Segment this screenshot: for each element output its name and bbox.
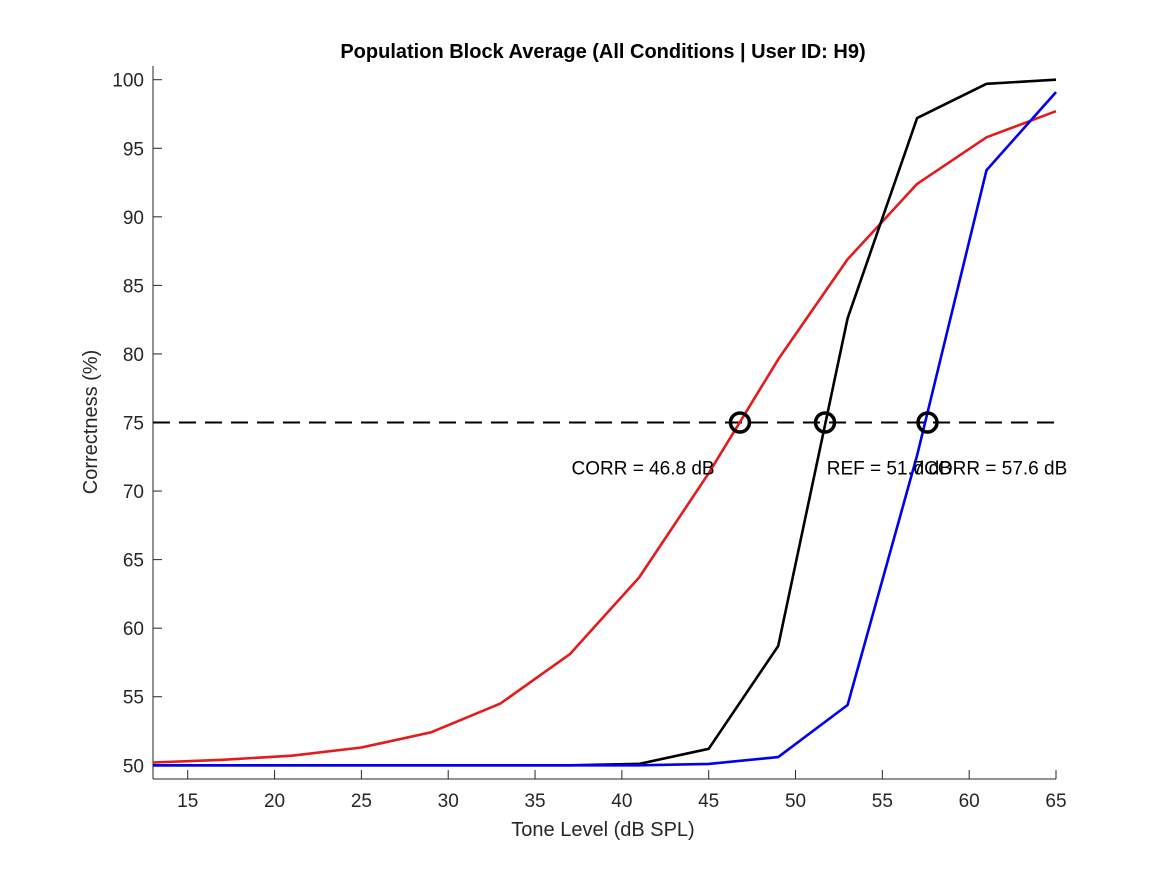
x-tick-label: 40 — [611, 791, 632, 812]
x-tick-label: 65 — [1045, 791, 1066, 812]
threshold-label: REF = 51.7 dB — [827, 459, 952, 480]
y-tick-label: 95 — [123, 139, 144, 160]
y-tick-label: 65 — [123, 551, 144, 572]
y-tick-label: 55 — [123, 688, 144, 709]
y-tick-label: 90 — [123, 208, 144, 229]
threshold-marker — [916, 411, 939, 434]
y-tick-label: 80 — [123, 345, 144, 366]
x-tick-label: 50 — [785, 791, 806, 812]
y-tick-label: 75 — [123, 414, 144, 435]
x-tick-label: 45 — [698, 791, 719, 812]
series-line-0 — [152, 109, 1057, 764]
y-tick-label: 70 — [123, 482, 144, 503]
chart-title: Population Block Average (All Conditions… — [340, 41, 865, 63]
x-axis-label: Tone Level (dB SPL) — [511, 819, 694, 841]
series-line-2 — [153, 91, 1057, 767]
x-tick-label: 15 — [177, 791, 198, 812]
y-axis-label: Correctness (%) — [80, 350, 102, 494]
y-tick-label: 100 — [112, 71, 144, 92]
threshold-marker — [813, 411, 837, 434]
y-tick-label: 85 — [123, 276, 144, 297]
y-tick-label: 60 — [123, 619, 144, 640]
x-tick-label: 60 — [959, 791, 980, 812]
x-tick-label: 20 — [264, 791, 285, 812]
threshold-label: dCORR = 57.6 dB — [914, 459, 1068, 480]
x-tick-label: 55 — [872, 791, 893, 812]
x-tick-label: 25 — [351, 791, 372, 812]
threshold-label: CORR = 46.8 dB — [572, 459, 715, 480]
y-tick-label: 50 — [123, 756, 144, 777]
x-tick-label: 35 — [524, 791, 545, 812]
threshold-marker — [728, 411, 752, 434]
x-tick-label: 30 — [438, 791, 459, 812]
